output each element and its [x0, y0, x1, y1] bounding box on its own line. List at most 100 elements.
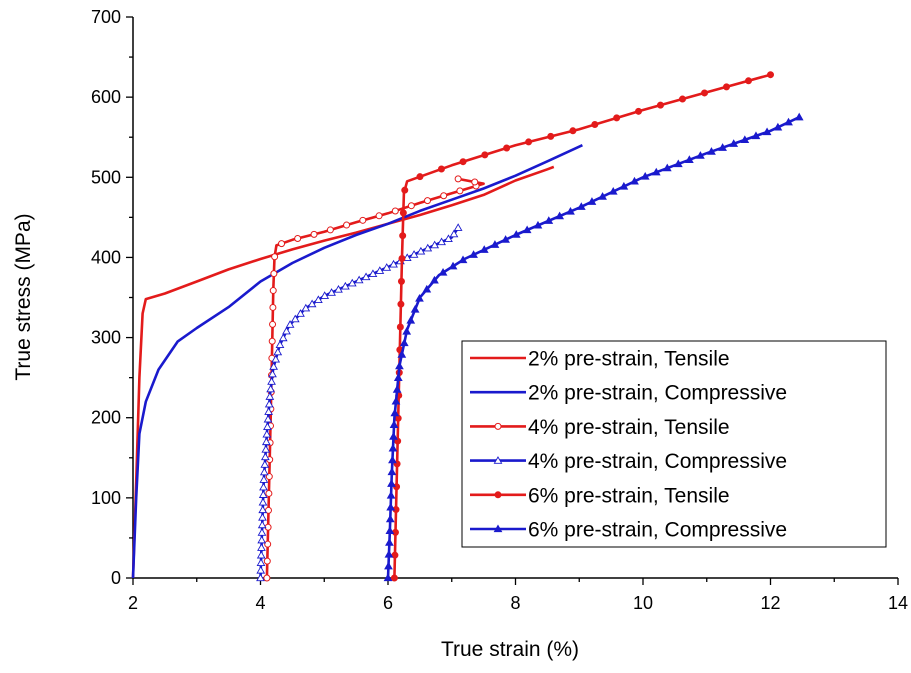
data-point — [263, 422, 272, 430]
data-point — [784, 117, 793, 126]
data-point — [385, 526, 395, 535]
data-point — [430, 275, 439, 284]
data-point — [383, 573, 393, 582]
legend-item: 2% pre-strain, Compressive — [470, 382, 787, 405]
data-point — [387, 479, 396, 487]
data-point — [794, 112, 804, 121]
legend-label: 4% pre-strain, Tensile — [528, 416, 730, 439]
data-point — [390, 574, 398, 582]
data-point — [386, 502, 396, 511]
data-point — [273, 347, 283, 356]
data-point — [751, 131, 761, 140]
legend-marker — [493, 524, 503, 533]
data-point — [608, 187, 618, 195]
data-point — [391, 207, 399, 215]
data-point — [401, 186, 409, 194]
data-point — [296, 309, 305, 317]
data-point — [406, 315, 416, 324]
data-point — [388, 443, 398, 452]
data-point — [278, 240, 286, 248]
data-point — [263, 574, 271, 582]
data-point — [707, 147, 716, 155]
data-point — [773, 122, 783, 131]
series-6 — [383, 112, 804, 582]
series-4 — [256, 223, 463, 582]
data-point — [290, 314, 300, 323]
data-point — [440, 192, 448, 200]
data-point — [456, 187, 464, 195]
data-point — [310, 230, 318, 238]
data-point — [407, 202, 415, 210]
data-point — [264, 407, 273, 415]
data-point — [576, 202, 586, 210]
data-point — [259, 467, 269, 476]
data-point — [264, 399, 274, 408]
data-point — [438, 267, 448, 276]
data-point — [430, 240, 440, 249]
axes: 2 4 6 8 10 12 14 0 100 200 300 400 500 600 700 — [91, 7, 908, 613]
data-point — [598, 192, 607, 200]
data-point — [555, 211, 565, 220]
data-point — [640, 171, 650, 180]
data-point — [263, 414, 273, 423]
data-point — [651, 167, 661, 176]
legend-label: 2% pre-strain, Tensile — [528, 348, 730, 371]
data-point — [265, 392, 275, 400]
y-tick-label: 200 — [91, 408, 121, 428]
data-point — [256, 573, 265, 582]
data-point — [397, 300, 405, 308]
data-point — [258, 490, 268, 498]
data-point — [390, 408, 400, 417]
data-point — [591, 121, 599, 129]
data-point — [402, 326, 412, 335]
data-point — [437, 165, 445, 173]
x-tick-label: 8 — [510, 593, 520, 613]
legend-box — [461, 340, 887, 548]
data-point — [375, 266, 385, 274]
data-point — [416, 246, 426, 255]
data-point — [409, 250, 419, 258]
legend-item: 2% pre-strain, Tensile — [470, 348, 730, 371]
data-point — [261, 437, 271, 446]
legend-marker — [494, 491, 502, 499]
legend: 2% pre-strain, Tensile 2% pre-strain, Com… — [461, 340, 887, 548]
data-point — [544, 216, 554, 224]
data-point — [269, 287, 277, 295]
data-point — [453, 223, 463, 231]
data-point — [258, 512, 267, 521]
data-point — [258, 497, 268, 506]
data-point — [416, 173, 424, 181]
data-point — [547, 132, 555, 140]
data-point — [718, 143, 727, 151]
series-line — [131, 165, 555, 579]
x-tick-label: 2 — [128, 593, 138, 613]
data-point — [264, 540, 272, 548]
legend-item: 4% pre-strain, Compressive — [470, 450, 787, 473]
data-point — [326, 226, 334, 234]
data-point — [285, 320, 295, 328]
x-tick-label: 6 — [383, 593, 393, 613]
data-point — [257, 520, 267, 529]
data-point — [257, 543, 266, 551]
data-point — [767, 71, 774, 79]
data-point — [269, 362, 279, 370]
data-point — [729, 139, 739, 147]
x-tick-label: 14 — [888, 593, 908, 613]
data-point — [256, 565, 266, 574]
data-point — [391, 396, 401, 405]
data-point — [386, 491, 396, 499]
x-tick-label: 4 — [255, 593, 265, 613]
series-5 — [390, 71, 774, 582]
data-point — [259, 482, 268, 491]
data-point — [503, 144, 511, 152]
data-point — [278, 333, 288, 342]
data-point — [522, 225, 532, 234]
data-point — [294, 234, 302, 242]
legend-item: 6% pre-strain, Tensile — [470, 484, 730, 507]
data-point — [261, 444, 271, 453]
y-tick-label: 0 — [111, 568, 121, 588]
data-point — [722, 83, 730, 91]
y-tick-label: 500 — [91, 167, 121, 187]
data-point — [399, 232, 407, 240]
